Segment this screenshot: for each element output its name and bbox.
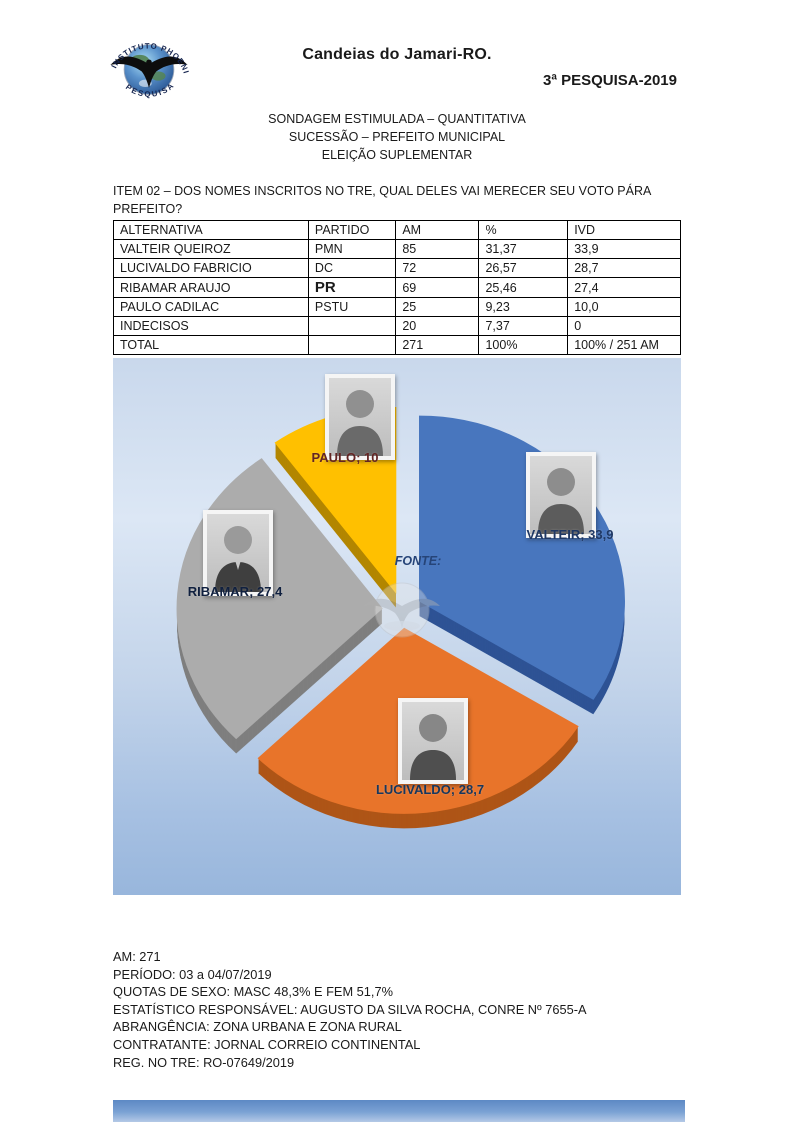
cell-ivd: 33,9 (567, 239, 681, 259)
cell-partido: DC (307, 258, 397, 278)
slice-label-lucivaldo: LUCIVALDO; 28,7 (375, 782, 485, 797)
cell-alternativa: RIBAMAR ARAUJO (113, 277, 309, 298)
ribamar-photo (203, 510, 273, 596)
col-header: % (478, 220, 569, 240)
cell-partido (307, 335, 397, 355)
source-label: FONTE: (394, 554, 442, 568)
cell-pct: 31,37 (478, 239, 569, 259)
cell-am: 72 (395, 258, 480, 278)
page-title: Candeias do Jamari-RO. (302, 46, 492, 63)
cell-ivd: 100% / 251 AM (567, 335, 681, 355)
table-row: VALTEIR QUEIROZ PMN 85 31,37 33,9 (113, 239, 681, 259)
cell-am: 20 (395, 316, 480, 336)
cell-partido: PSTU (307, 297, 397, 317)
cell-ivd: 10,0 (567, 297, 681, 317)
cell-alternativa: INDECISOS (113, 316, 309, 336)
table-row: LUCIVALDO FABRICIO DC 72 26,57 28,7 (113, 258, 681, 278)
question-text: ITEM 02 – DOS NOMES INSCRITOS NO TRE, QU… (113, 184, 651, 216)
cell-ivd: 27,4 (567, 277, 681, 298)
cell-pct: 26,57 (478, 258, 569, 278)
results-table: ALTERNATIVA PARTIDO AM % IVD VALTEIR QUE… (113, 220, 681, 355)
table-row: INDECISOS 20 7,37 0 (113, 316, 681, 336)
footer-line: ESTATÍSTICO RESPONSÁVEL: AUGUSTO DA SILV… (113, 1001, 587, 1017)
cell-partido (307, 316, 397, 336)
cell-alternativa: LUCIVALDO FABRICIO (113, 258, 309, 278)
valteir-photo (526, 452, 596, 538)
lucivaldo-photo (398, 698, 468, 784)
paulo-photo (325, 374, 395, 460)
cell-am: 85 (395, 239, 480, 259)
footer-line: CONTRATANTE: JORNAL CORREIO CONTINENTAL (113, 1036, 421, 1052)
slice-label-valteir: VALTEIR; 33,9 (526, 527, 614, 542)
slice-label-ribamar: RIBAMAR; 27,4 (187, 584, 283, 599)
subtitle-block: SONDAGEM ESTIMULADA – QUANTITATIVA SUCES… (113, 110, 681, 164)
table-row: PAULO CADILAC PSTU 25 9,23 10,0 (113, 297, 681, 317)
cell-alternativa: PAULO CADILAC (113, 297, 309, 317)
cell-ivd: 0 (567, 316, 681, 336)
bottom-accent-bar (113, 1100, 685, 1122)
cell-pct: 7,37 (478, 316, 569, 336)
instituto-phoenix-logo-icon: INSTITUTO PHOENIX PESQUISA (100, 23, 195, 104)
col-header: IVD (567, 220, 681, 240)
subtitle-line: SONDAGEM ESTIMULADA – QUANTITATIVA (268, 112, 526, 126)
cell-partido: PR (307, 277, 397, 298)
cell-alternativa: VALTEIR QUEIROZ (113, 239, 309, 259)
col-header: AM (395, 220, 480, 240)
subtitle-line: ELEIÇÃO SUPLEMENTAR (321, 148, 473, 162)
cell-alternativa: TOTAL (113, 335, 309, 355)
survey-edition: 3ª PESQUISA-2019 (543, 72, 677, 89)
cell-pct: 9,23 (478, 297, 569, 317)
cell-am: 271 (395, 335, 480, 355)
methodology-block: AM: 271 PERÍODO: 03 a 04/07/2019 QUOTAS … (113, 948, 713, 1071)
footer-line: REG. NO TRE: RO-07649/2019 (113, 1054, 295, 1070)
cell-pct: 100% (478, 335, 569, 355)
footer-line: ABRANGÊNCIA: ZONA URBANA E ZONA RURAL (113, 1019, 402, 1035)
cell-am: 25 (395, 297, 480, 317)
table-row: RIBAMAR ARAUJO PR 69 25,46 27,4 (113, 277, 681, 298)
slice-label-paulo: PAULO; 10 (311, 450, 379, 465)
cell-am: 69 (395, 277, 480, 298)
watermark-logo-icon (352, 568, 452, 654)
col-header: PARTIDO (307, 220, 397, 240)
footer-line: AM: 271 (113, 949, 161, 964)
footer-line: PERÍODO: 03 a 04/07/2019 (113, 966, 272, 982)
subtitle-line: SUCESSÃO – PREFEITO MUNICIPAL (288, 130, 506, 144)
col-header: ALTERNATIVA (113, 220, 309, 240)
cell-ivd: 28,7 (567, 258, 681, 278)
table-header-row: ALTERNATIVA PARTIDO AM % IVD (113, 220, 681, 240)
table-row-total: TOTAL 271 100% 100% / 251 AM (113, 335, 681, 355)
footer-line: QUOTAS DE SEXO: MASC 48,3% E FEM 51,7% (113, 984, 393, 1000)
pie-chart-panel: FONTE: VALTEIR; 33,9 LUCIVALDO; 28,7 RIB… (113, 358, 681, 895)
cell-pct: 25,46 (478, 277, 569, 298)
cell-partido: PMN (307, 239, 397, 259)
